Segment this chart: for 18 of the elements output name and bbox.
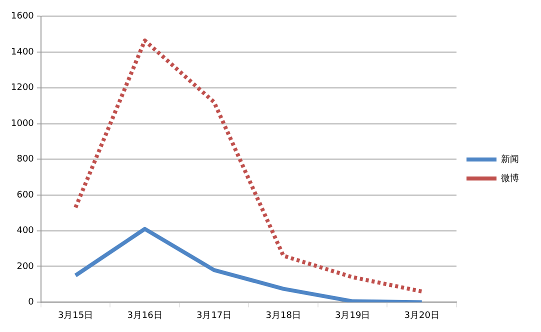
y-tick-label: 200 <box>16 262 34 272</box>
x-tick-label: 3月18日 <box>266 310 301 321</box>
x-tick-label: 3月20日 <box>404 310 440 321</box>
y-tick-label: 0 <box>28 298 34 308</box>
y-tick-label: 400 <box>16 226 34 236</box>
y-tick-label: 800 <box>16 154 34 165</box>
y-tick-label: 1200 <box>11 83 34 94</box>
x-tick-label: 3月16日 <box>127 310 162 321</box>
x-tick-label: 3月15日 <box>58 310 94 321</box>
y-tick-label: 1000 <box>11 118 34 129</box>
y-tick-label: 600 <box>16 190 34 200</box>
legend-label: 微博 <box>501 172 519 184</box>
x-tick-label: 3月19日 <box>335 310 370 321</box>
y-tick-label: 1400 <box>11 47 34 58</box>
y-tick-label: 1600 <box>11 12 34 22</box>
line-series <box>74 38 424 294</box>
legend-label: 新闻 <box>501 154 519 165</box>
x-tick-label: 3月17日 <box>196 310 232 321</box>
